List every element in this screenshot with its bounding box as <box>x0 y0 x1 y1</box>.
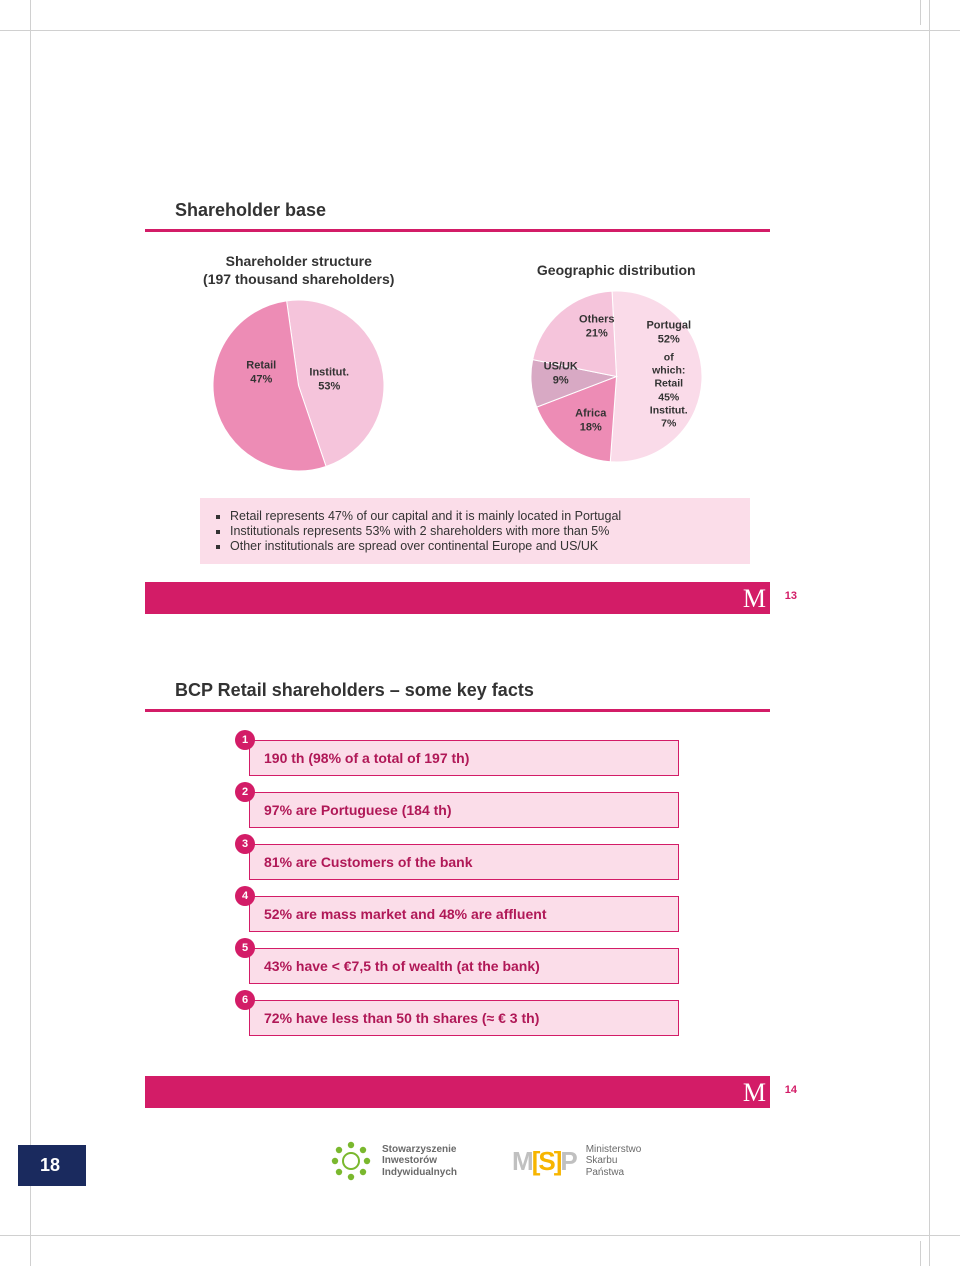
chart-geographic-distribution: Geographic distribution Portugal52% of wh… <box>463 252 771 473</box>
pie-slice-label: Retail47% <box>246 360 276 388</box>
slide-page-number: 13 <box>785 590 797 602</box>
fact-number-badge: 6 <box>235 990 255 1010</box>
msp-s: [S] <box>532 1146 561 1176</box>
slide-page-number: 14 <box>785 1084 797 1096</box>
bullet-list: Retail represents 47% of our capital and… <box>212 509 738 553</box>
bullets-box: Retail represents 47% of our capital and… <box>200 498 750 564</box>
page-number: 18 <box>40 1155 60 1175</box>
logo-line: Indywidualnych <box>382 1167 457 1178</box>
crop-guide <box>929 0 930 1266</box>
crop-guide <box>920 0 921 25</box>
logo-text: Ministerstwo Skarbu Państwa <box>586 1144 642 1179</box>
logo-line: Inwestorów <box>382 1155 437 1166</box>
footer-logos: Stowarzyszenie Inwestorów Indywidualnych… <box>330 1140 641 1182</box>
pie-slice-label: Africa18% <box>575 407 606 435</box>
fact-number-badge: 3 <box>235 834 255 854</box>
logo-line: Stowarzyszenie <box>382 1144 456 1155</box>
slide-shareholder-base: Shareholder base Shareholder structure (… <box>145 200 770 614</box>
fact-item: 543% have < €7,5 th of wealth (at the ba… <box>235 948 770 984</box>
fact-number-badge: 1 <box>235 730 255 750</box>
crop-guide <box>920 1241 921 1266</box>
logo-line: Państwa <box>586 1167 624 1178</box>
fact-text: 97% are Portuguese (184 th) <box>249 792 679 828</box>
bullet-item: Retail represents 47% of our capital and… <box>230 509 738 523</box>
chart-title: Shareholder structure (197 thousand shar… <box>145 252 453 288</box>
msp-icon: M[S]P <box>512 1146 576 1177</box>
pie-slice-label: Portugal52% <box>646 319 691 347</box>
fact-text: 43% have < €7,5 th of wealth (at the ban… <box>249 948 679 984</box>
charts-row: Shareholder structure (197 thousand shar… <box>145 252 770 473</box>
fact-item: 381% are Customers of the bank <box>235 844 770 880</box>
chart-title: Geographic distribution <box>463 252 771 279</box>
chart-title-line: (197 thousand shareholders) <box>203 271 394 287</box>
fact-text: 81% are Customers of the bank <box>249 844 679 880</box>
slide-title: BCP Retail shareholders – some key facts <box>145 680 770 709</box>
pie-slice-label: Institut.53% <box>309 367 349 395</box>
logo-text: Stowarzyszenie Inwestorów Indywidualnych <box>382 1144 457 1179</box>
bullet-item: Institutionals represents 53% with 2 sha… <box>230 524 738 538</box>
fact-number-badge: 2 <box>235 782 255 802</box>
slide-footer-band: M 13 <box>145 582 770 614</box>
fact-text: 52% are mass market and 48% are affluent <box>249 896 679 932</box>
pie-chart: Retail47% Institut.53% <box>211 298 386 473</box>
fact-item: 452% are mass market and 48% are affluen… <box>235 896 770 932</box>
logo-line: Skarbu <box>586 1155 618 1166</box>
crop-guide <box>0 1235 960 1236</box>
fact-item: 1190 th (98% of a total of 197 th) <box>235 740 770 776</box>
msp-m: M <box>512 1146 532 1176</box>
slide-retail-facts: BCP Retail shareholders – some key facts… <box>145 680 770 1108</box>
page-number-tab: 18 <box>18 1145 76 1186</box>
m-logo-icon: M <box>743 584 766 614</box>
pie-svg <box>211 298 386 473</box>
bullet-item: Other institutionals are spread over con… <box>230 539 738 553</box>
fact-item: 672% have less than 50 th shares (≈ € 3 … <box>235 1000 770 1036</box>
fact-text: 190 th (98% of a total of 197 th) <box>249 740 679 776</box>
slide-title: Shareholder base <box>145 200 770 229</box>
fact-number-badge: 5 <box>235 938 255 958</box>
pie-slice-label: US/UK9% <box>544 360 578 388</box>
title-rule <box>145 229 770 232</box>
pie-slice-sublabel: of which:Retail45%Institut.7% <box>650 352 688 431</box>
fact-list: 1190 th (98% of a total of 197 th) 297% a… <box>145 740 770 1036</box>
fact-text: 72% have less than 50 th shares (≈ € 3 t… <box>249 1000 679 1036</box>
logo-line: Ministerstwo <box>586 1144 642 1155</box>
sii-icon <box>330 1140 372 1182</box>
slide-footer-band: M 14 <box>145 1076 770 1108</box>
logo-sii: Stowarzyszenie Inwestorów Indywidualnych <box>330 1140 457 1182</box>
logo-msp: M[S]P Ministerstwo Skarbu Państwa <box>512 1144 641 1179</box>
crop-guide <box>0 30 960 31</box>
pie-slice-label: Others21% <box>579 313 614 341</box>
chart-shareholder-structure: Shareholder structure (197 thousand shar… <box>145 252 453 473</box>
fact-item: 297% are Portuguese (184 th) <box>235 792 770 828</box>
msp-p: P <box>560 1146 575 1176</box>
chart-title-line: Shareholder structure <box>226 253 372 269</box>
m-logo-icon: M <box>743 1078 766 1108</box>
pie-chart: Portugal52% of which:Retail45%Institut.7%… <box>529 289 704 464</box>
crop-guide <box>30 0 31 1266</box>
fact-number-badge: 4 <box>235 886 255 906</box>
title-rule <box>145 709 770 712</box>
